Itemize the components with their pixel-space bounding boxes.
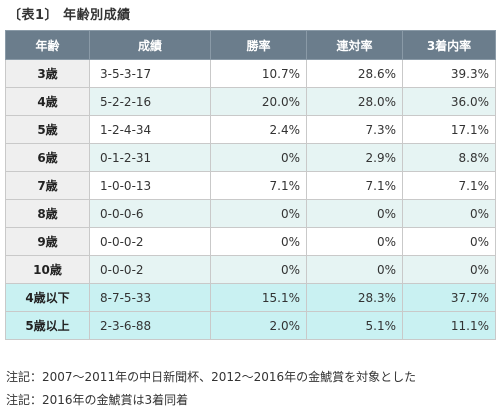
place-rate-cell: 36.0% bbox=[402, 87, 496, 116]
quinella-rate-cell: 0% bbox=[306, 227, 403, 256]
record-cell: 5-2-2-16 bbox=[89, 87, 211, 116]
record-cell: 0-0-0-2 bbox=[89, 255, 211, 284]
quinella-rate-cell: 7.1% bbox=[306, 171, 403, 200]
win-rate-cell: 20.0% bbox=[210, 87, 307, 116]
row-age-label: 9歳 bbox=[5, 227, 90, 256]
win-rate-cell: 15.1% bbox=[210, 283, 307, 312]
column-header-record: 成績 bbox=[89, 30, 211, 60]
win-rate-cell: 7.1% bbox=[210, 171, 307, 200]
row-age-label: 4歳以下 bbox=[5, 283, 90, 312]
row-age-label: 10歳 bbox=[5, 255, 90, 284]
column-header-win-rate: 勝率 bbox=[210, 30, 307, 60]
place-rate-cell: 0% bbox=[402, 255, 496, 284]
row-age-label: 4歳 bbox=[5, 87, 90, 116]
place-rate-cell: 37.7% bbox=[402, 283, 496, 312]
place-rate-cell: 11.1% bbox=[402, 311, 496, 340]
quinella-rate-cell: 28.3% bbox=[306, 283, 403, 312]
row-age-label: 3歳 bbox=[5, 59, 90, 88]
place-rate-cell: 7.1% bbox=[402, 171, 496, 200]
note-period: 注記：2007〜2011年の中日新聞杯、2012〜2016年の金鯱賞を対象とした bbox=[6, 370, 417, 384]
quinella-rate-cell: 5.1% bbox=[306, 311, 403, 340]
place-rate-cell: 0% bbox=[402, 227, 496, 256]
quinella-rate-cell: 7.3% bbox=[306, 115, 403, 144]
table-row: 4歳 5-2-2-16 20.0% 28.0% 36.0% bbox=[5, 87, 496, 116]
win-rate-cell: 2.0% bbox=[210, 311, 307, 340]
table-row: 6歳 0-1-2-31 0% 2.9% 8.8% bbox=[5, 143, 496, 172]
table-row: 3歳 3-5-3-17 10.7% 28.6% 39.3% bbox=[5, 59, 496, 88]
table-row: 5歳以上 2-3-6-88 2.0% 5.1% 11.1% bbox=[5, 311, 496, 340]
record-cell: 8-7-5-33 bbox=[89, 283, 211, 312]
table-row: 5歳 1-2-4-34 2.4% 7.3% 17.1% bbox=[5, 115, 496, 144]
record-cell: 1-2-4-34 bbox=[89, 115, 211, 144]
table-body: 3歳 3-5-3-17 10.7% 28.6% 39.3% 4歳 5-2-2-16 20.0%… bbox=[5, 59, 496, 340]
column-header-place-rate: 3着内率 bbox=[402, 30, 496, 60]
win-rate-cell: 10.7% bbox=[210, 59, 307, 88]
column-header-quinella-rate: 連対率 bbox=[306, 30, 403, 60]
quinella-rate-cell: 28.6% bbox=[306, 59, 403, 88]
win-rate-cell: 0% bbox=[210, 255, 307, 284]
quinella-rate-cell: 2.9% bbox=[306, 143, 403, 172]
record-cell: 0-0-0-6 bbox=[89, 199, 211, 228]
row-age-label: 5歳 bbox=[5, 115, 90, 144]
quinella-rate-cell: 0% bbox=[306, 255, 403, 284]
place-rate-cell: 8.8% bbox=[402, 143, 496, 172]
place-rate-cell: 39.3% bbox=[402, 59, 496, 88]
win-rate-cell: 0% bbox=[210, 143, 307, 172]
quinella-rate-cell: 0% bbox=[306, 199, 403, 228]
record-cell: 0-1-2-31 bbox=[89, 143, 211, 172]
win-rate-cell: 0% bbox=[210, 199, 307, 228]
age-results-table: 年齢 成績 勝率 連対率 3着内率 3歳 3-5-3-17 10.7% 28.6% 39… bbox=[5, 30, 496, 340]
row-age-label: 7歳 bbox=[5, 171, 90, 200]
record-cell: 2-3-6-88 bbox=[89, 311, 211, 340]
place-rate-cell: 17.1% bbox=[402, 115, 496, 144]
table-row: 8歳 0-0-0-6 0% 0% 0% bbox=[5, 199, 496, 228]
row-age-label: 5歳以上 bbox=[5, 311, 90, 340]
row-age-label: 6歳 bbox=[5, 143, 90, 172]
table-row: 9歳 0-0-0-2 0% 0% 0% bbox=[5, 227, 496, 256]
win-rate-cell: 0% bbox=[210, 227, 307, 256]
record-cell: 3-5-3-17 bbox=[89, 59, 211, 88]
record-cell: 0-0-0-2 bbox=[89, 227, 211, 256]
quinella-rate-cell: 28.0% bbox=[306, 87, 403, 116]
place-rate-cell: 0% bbox=[402, 199, 496, 228]
table-row: 7歳 1-0-0-13 7.1% 7.1% 7.1% bbox=[5, 171, 496, 200]
table-caption: 〔表1〕 年齢別成績 bbox=[8, 8, 131, 23]
note-dead-heat: 注記：2016年の金鯱賞は3着同着 bbox=[6, 393, 189, 407]
record-cell: 1-0-0-13 bbox=[89, 171, 211, 200]
table-row: 4歳以下 8-7-5-33 15.1% 28.3% 37.7% bbox=[5, 283, 496, 312]
table-header-row: 年齢 成績 勝率 連対率 3着内率 bbox=[5, 30, 496, 60]
win-rate-cell: 2.4% bbox=[210, 115, 307, 144]
table-row: 10歳 0-0-0-2 0% 0% 0% bbox=[5, 255, 496, 284]
row-age-label: 8歳 bbox=[5, 199, 90, 228]
column-header-age: 年齢 bbox=[5, 30, 90, 60]
